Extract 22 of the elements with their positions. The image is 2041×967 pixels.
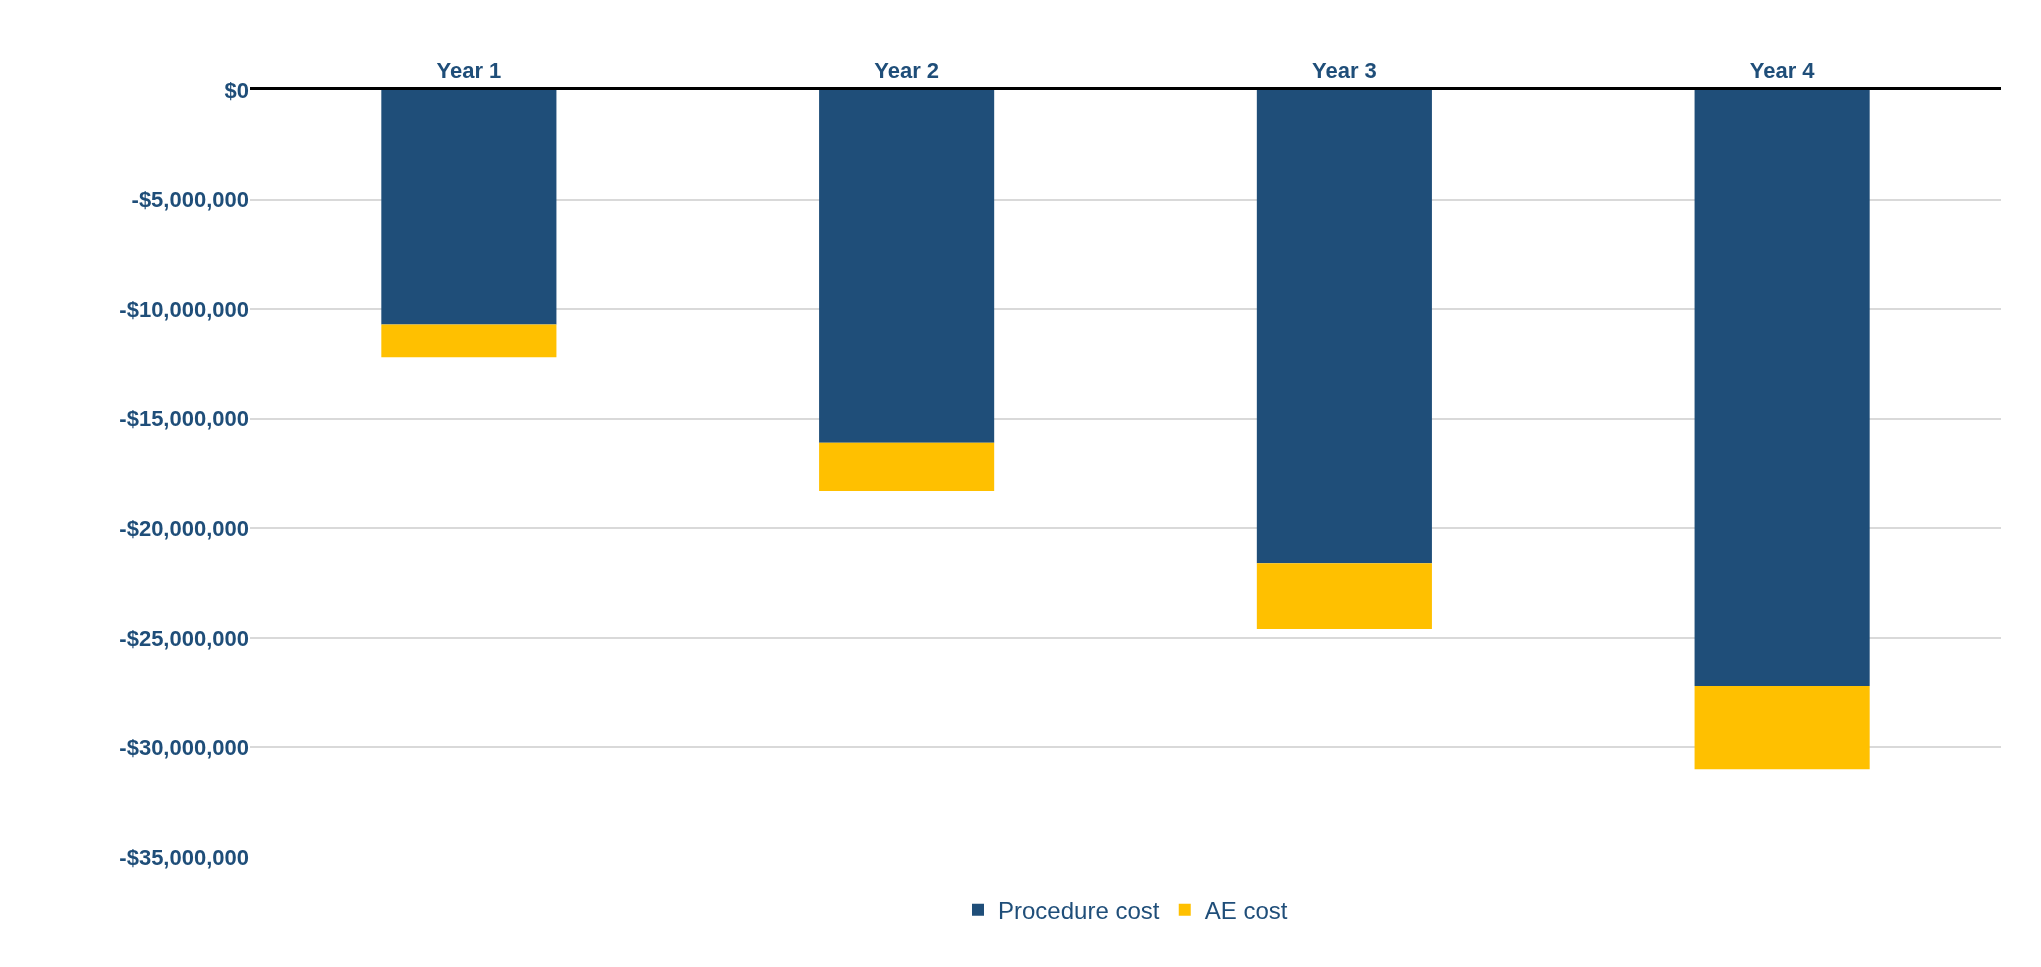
x-tick-label: Year 1 [436,58,502,84]
bar [1256,563,1432,630]
bar [381,90,557,325]
bar [1256,90,1432,564]
y-tick-label: -$35,000,000 [119,844,249,870]
y-tick-label: -$15,000,000 [119,406,249,432]
y-tick-label: $0 [224,77,249,103]
legend-label: AE cost [1204,897,1288,925]
bar [819,90,995,443]
x-tick-label: Year 4 [1749,58,1816,84]
bar [1694,686,1870,770]
y-tick-label: -$10,000,000 [119,296,249,322]
y-tick-label: -$20,000,000 [119,515,249,541]
bar [381,324,557,358]
x-tick-label: Year 2 [874,58,940,84]
bar [819,442,995,492]
y-tick-label: -$30,000,000 [119,735,249,761]
y-tick-label: -$5,000,000 [131,187,249,213]
bar [1694,90,1870,687]
legend-label: Procedure cost [998,897,1160,925]
y-tick-label: -$25,000,000 [119,625,249,651]
x-tick-label: Year 3 [1311,58,1377,84]
